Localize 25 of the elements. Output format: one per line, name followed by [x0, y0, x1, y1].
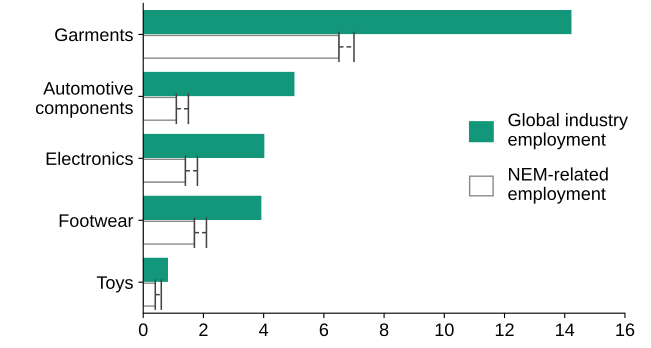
bar — [143, 34, 340, 59]
y-tick-label: Automotive components — [36, 81, 133, 118]
bar — [143, 196, 262, 220]
x-tick-label: 0 — [138, 323, 148, 336]
y-tick-label: Electronics — [46, 152, 133, 166]
x-tick-label: 2 — [199, 323, 208, 336]
x-tick-label: 16 — [616, 323, 634, 336]
bar — [143, 134, 264, 158]
y-tick-label: Footwear — [60, 214, 134, 228]
x-tick-label: 12 — [496, 323, 514, 336]
bar — [143, 10, 572, 34]
bar — [143, 220, 196, 245]
x-tick-label: 10 — [436, 323, 454, 336]
bar — [143, 158, 186, 183]
legend-label: Global industry employment — [508, 113, 628, 150]
x-tick-label: 4 — [259, 324, 268, 336]
x-tick-label: 8 — [380, 323, 388, 336]
bar — [143, 258, 168, 282]
legend-label: NEM-related employment — [508, 167, 608, 204]
bar — [143, 96, 178, 121]
x-tick-label: 6 — [320, 323, 328, 336]
y-tick-label: Garments — [55, 28, 133, 42]
x-tick-label: 14 — [556, 324, 574, 336]
y-tick-label: Toys — [96, 276, 133, 293]
bar — [143, 72, 294, 96]
